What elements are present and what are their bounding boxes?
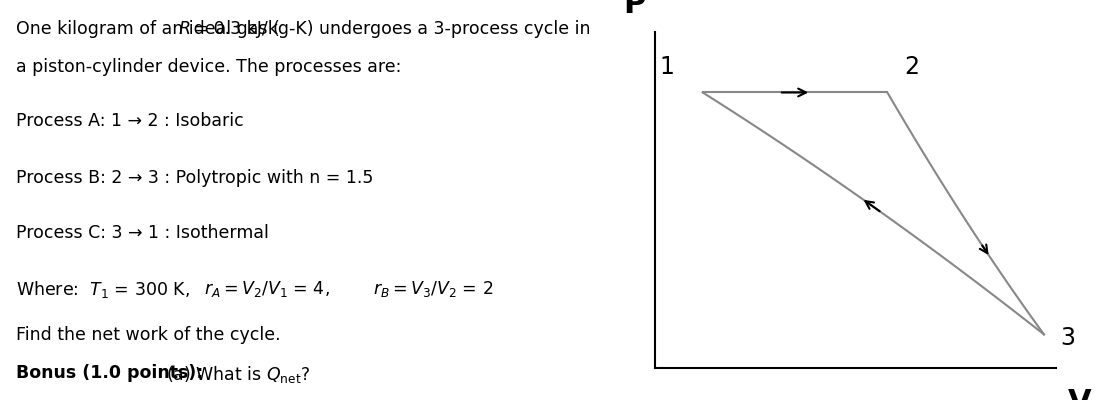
Text: = 0.3 kJ/kg-K) undergoes a 3-process cycle in: = 0.3 kJ/kg-K) undergoes a 3-process cyc…	[188, 20, 591, 38]
Text: R: R	[178, 20, 190, 38]
Text: One kilogram of an ideal gas (: One kilogram of an ideal gas (	[15, 20, 279, 38]
Text: (a) What is $Q_{\mathrm{net}}$?: (a) What is $Q_{\mathrm{net}}$?	[166, 364, 310, 385]
Text: P: P	[624, 0, 646, 18]
Text: 2: 2	[904, 55, 918, 79]
Text: $r_B = V_3/V_2$ = 2: $r_B = V_3/V_2$ = 2	[373, 279, 494, 299]
Text: V: V	[1068, 388, 1092, 400]
Text: 1: 1	[659, 55, 674, 79]
Text: Process B: 2 → 3 : Polytropic with n = 1.5: Process B: 2 → 3 : Polytropic with n = 1…	[15, 169, 373, 187]
Text: Where:  $T_1$ = 300 K,: Where: $T_1$ = 300 K,	[15, 279, 190, 300]
Text: a piston-cylinder device. The processes are:: a piston-cylinder device. The processes …	[15, 58, 401, 76]
Text: Find the net work of the cycle.: Find the net work of the cycle.	[15, 326, 280, 344]
Text: Bonus (1.0 points):: Bonus (1.0 points):	[15, 364, 204, 382]
Text: $r_A = V_2/V_1$ = 4,: $r_A = V_2/V_1$ = 4,	[205, 279, 330, 299]
Text: 3: 3	[1060, 326, 1076, 350]
Text: Process C: 3 → 1 : Isothermal: Process C: 3 → 1 : Isothermal	[15, 224, 268, 242]
Text: Process A: 1 → 2 : Isobaric: Process A: 1 → 2 : Isobaric	[15, 112, 244, 130]
